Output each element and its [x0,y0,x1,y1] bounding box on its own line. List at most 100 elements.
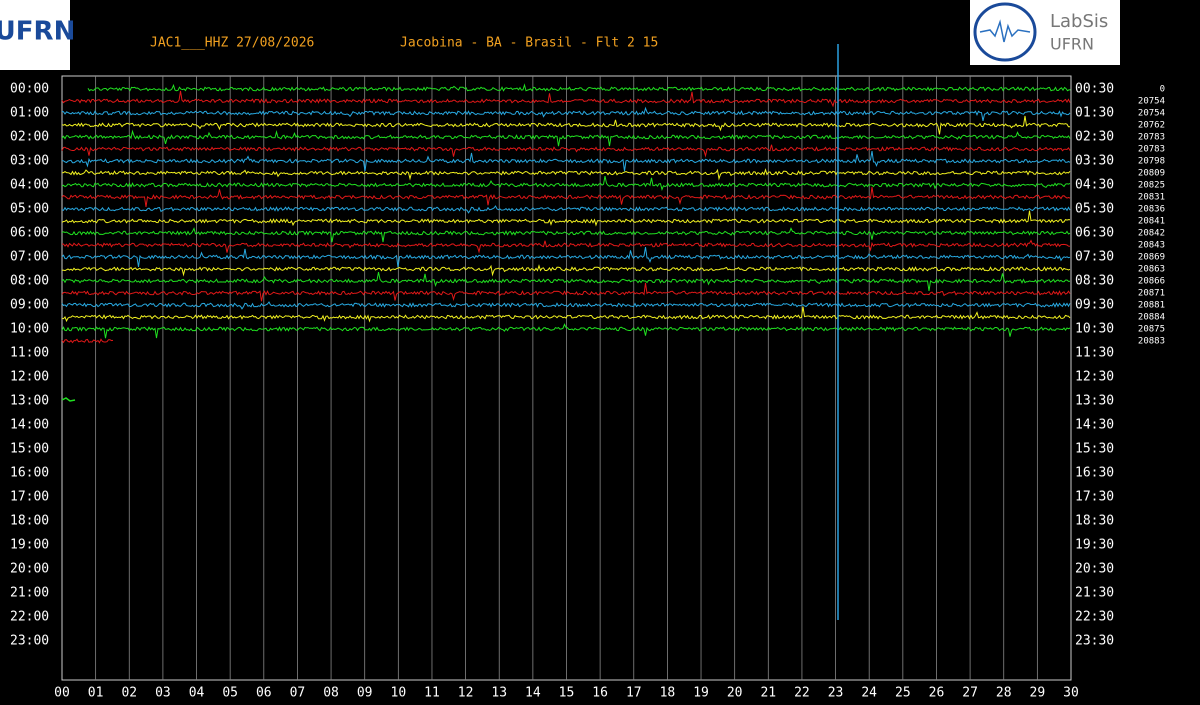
x-label: 01 [88,686,104,701]
count-label: 20843 [1138,241,1165,251]
location-title: Jacobina - BA - Brasil - Flt 2 15 [400,36,658,51]
left-label: 15:00 [10,442,49,457]
right-label: 03:30 [1075,154,1114,169]
trace [61,397,76,402]
right-label: 19:30 [1075,538,1114,553]
count-label: 20798 [1138,157,1165,167]
left-label: 04:00 [10,178,49,193]
trace [61,323,1071,339]
left-label: 10:00 [10,322,49,337]
trace [61,168,1071,181]
x-label: 10 [391,686,407,701]
left-label: 09:00 [10,298,49,313]
x-label: 30 [1063,686,1079,701]
left-label: 11:00 [10,346,49,361]
trace [61,106,1071,122]
logo-left-text: UFRN [0,17,75,47]
x-label: 19 [693,686,709,701]
right-label: 11:30 [1075,346,1114,361]
count-label: 20871 [1138,289,1165,299]
right-label: 02:30 [1075,130,1114,145]
x-label: 23 [828,686,844,701]
count-label: 20783 [1138,133,1165,143]
x-label: 20 [727,686,743,701]
right-label: 05:30 [1075,202,1114,217]
x-label: 12 [458,686,474,701]
x-label: 17 [626,686,642,701]
trace [61,186,1071,207]
logo-right [970,0,1120,65]
left-label: 07:00 [10,250,49,265]
count-label: 20875 [1138,325,1165,335]
left-label: 22:00 [10,610,49,625]
count-label: 20831 [1138,193,1165,203]
left-label: 13:00 [10,394,49,409]
count-label: 20883 [1138,337,1165,347]
left-label: 00:00 [10,82,49,97]
x-label: 11 [424,686,440,701]
trace [61,264,1071,277]
trace [87,83,1071,92]
x-label: 15 [559,686,575,701]
left-label: 18:00 [10,514,49,529]
right-label: 22:30 [1075,610,1114,625]
trace [61,338,114,344]
x-label: 04 [189,686,205,701]
count-label: 20783 [1138,145,1165,155]
left-label: 12:00 [10,370,49,385]
right-label: 06:30 [1075,226,1114,241]
station-title: JAC1___HHZ 27/08/2026 [150,36,314,51]
right-label: 13:30 [1075,394,1114,409]
right-label: 08:30 [1075,274,1114,289]
x-label: 14 [525,686,541,701]
right-label: 09:30 [1075,298,1114,313]
left-label: 14:00 [10,418,49,433]
logo-right-bottom: UFRN [1050,35,1094,54]
x-label: 09 [357,686,373,701]
right-label: 17:30 [1075,490,1114,505]
right-label: 00:30 [1075,82,1114,97]
left-label: 19:00 [10,538,49,553]
trace [61,205,1071,214]
x-label: 18 [660,686,676,701]
left-label: 06:00 [10,226,49,241]
count-label: 20884 [1138,313,1165,323]
right-label: 21:30 [1075,586,1114,601]
x-label: 13 [491,686,507,701]
left-label: 01:00 [10,106,49,121]
x-label: 03 [155,686,171,701]
right-label: 07:30 [1075,250,1114,265]
x-label: 08 [323,686,339,701]
trace [61,306,1071,323]
x-label: 21 [760,686,776,701]
trace [61,301,1071,310]
left-label: 17:00 [10,490,49,505]
logo-right-top: LabSis [1050,11,1108,32]
count-label: 20754 [1138,97,1165,107]
count-label: 20754 [1138,109,1165,119]
count-label: 20762 [1138,121,1165,131]
x-label: 06 [256,686,272,701]
right-label: 23:30 [1075,634,1114,649]
x-label: 25 [895,686,911,701]
right-label: 16:30 [1075,466,1114,481]
left-label: 20:00 [10,562,49,577]
trace [61,144,1071,158]
x-label: 00 [54,686,70,701]
left-label: 21:00 [10,586,49,601]
count-label: 20863 [1138,265,1165,275]
right-label: 12:30 [1075,370,1114,385]
left-label: 16:00 [10,466,49,481]
count-label: 20809 [1138,169,1165,179]
trace [61,282,1071,302]
trace [61,115,1070,135]
count-label: 20836 [1138,205,1165,215]
count-label: 20842 [1138,229,1165,239]
left-label: 02:00 [10,130,49,145]
logo-ring [973,2,1037,62]
count-label: 20881 [1138,301,1165,311]
left-label: 08:00 [10,274,49,289]
right-label: 20:30 [1075,562,1114,577]
left-label: 05:00 [10,202,49,217]
trace [61,210,1071,227]
